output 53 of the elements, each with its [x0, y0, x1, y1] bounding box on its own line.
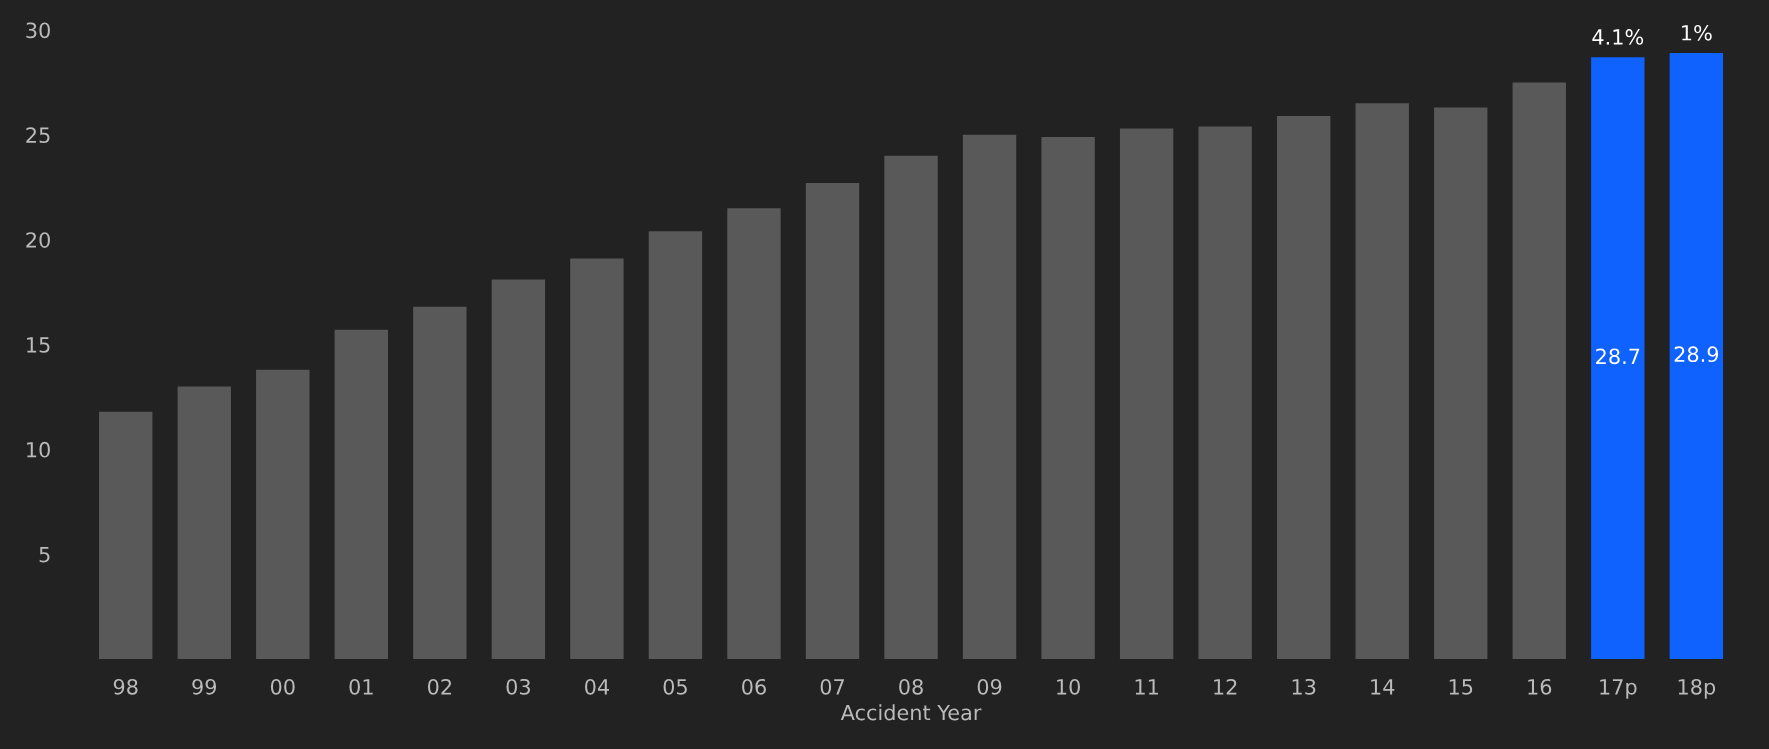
y-tick-label: 10	[27, 441, 50, 458]
x-tick-label: 11	[1135, 679, 1158, 695]
x-tick-label: 00	[270, 678, 295, 695]
x-tick-label: 07	[820, 678, 844, 695]
annotation: 1%	[1682, 24, 1712, 41]
x-tick-label: 17p	[1600, 679, 1637, 699]
x-tick-label: 98	[113, 678, 138, 695]
x-axis-title: Accident Year	[840, 704, 982, 721]
x-tick-label: 01	[349, 678, 373, 695]
bar	[1591, 57, 1645, 660]
bar	[884, 155, 938, 660]
x-tick-label: 02	[427, 678, 452, 695]
annotation: 4.1%	[1592, 29, 1644, 45]
x-tick-label: 06	[742, 678, 766, 695]
bar	[1512, 82, 1566, 660]
bar	[1276, 115, 1331, 660]
bar	[648, 231, 703, 660]
bar	[413, 306, 467, 660]
bar	[1041, 136, 1095, 660]
x-tick-label: 08	[899, 678, 923, 695]
y-tick-label: 30	[26, 22, 50, 39]
bar	[491, 279, 546, 660]
x-tick-label: 14	[1371, 679, 1395, 695]
bar	[1669, 53, 1724, 660]
x-tick-label: 18p	[1678, 678, 1716, 699]
bar	[256, 369, 310, 660]
x-tick-label: 16	[1528, 678, 1552, 695]
x-tick-label: 09	[977, 678, 1002, 695]
data-label: 28.7	[1596, 348, 1640, 365]
bar	[805, 183, 860, 660]
x-tick-label: 13	[1292, 678, 1316, 695]
y-tick-label: 25	[26, 127, 50, 144]
bar	[334, 329, 389, 660]
bar	[1434, 107, 1488, 660]
x-tick-label: 10	[1057, 678, 1080, 695]
y-tick-label: 15	[27, 337, 50, 353]
bar	[962, 134, 1017, 660]
bar	[177, 386, 231, 660]
bar	[99, 411, 153, 660]
x-tick-label: 04	[585, 678, 609, 695]
x-tick-label: 05	[663, 678, 687, 695]
bar	[1119, 128, 1174, 660]
y-tick-label: 5	[39, 546, 50, 563]
x-tick-label: 99	[192, 678, 217, 695]
bar	[1355, 103, 1409, 660]
bar	[727, 208, 781, 660]
bar	[570, 258, 624, 660]
bar	[1198, 126, 1252, 660]
x-tick-label: 15	[1449, 679, 1473, 695]
y-tick-label: 20	[26, 232, 50, 248]
x-tick-label: 03	[506, 678, 530, 695]
data-label: 28.9	[1674, 346, 1719, 363]
x-tick-label: 12	[1214, 678, 1237, 695]
